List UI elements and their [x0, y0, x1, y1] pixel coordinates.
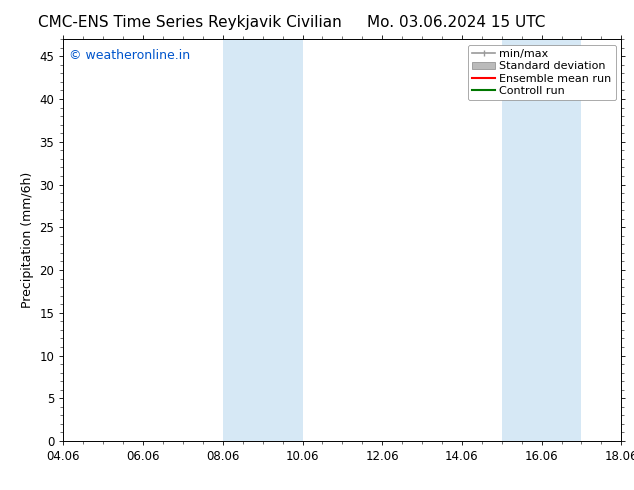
Bar: [501, 39, 581, 441]
Legend: min/max, Standard deviation, Ensemble mean run, Controll run: min/max, Standard deviation, Ensemble me…: [468, 45, 616, 100]
Y-axis label: Precipitation (mm/6h): Precipitation (mm/6h): [21, 172, 34, 308]
Text: © weatheronline.in: © weatheronline.in: [69, 49, 190, 62]
Text: Mo. 03.06.2024 15 UTC: Mo. 03.06.2024 15 UTC: [367, 15, 546, 30]
Bar: [223, 39, 302, 441]
Text: CMC-ENS Time Series Reykjavik Civilian: CMC-ENS Time Series Reykjavik Civilian: [38, 15, 342, 30]
